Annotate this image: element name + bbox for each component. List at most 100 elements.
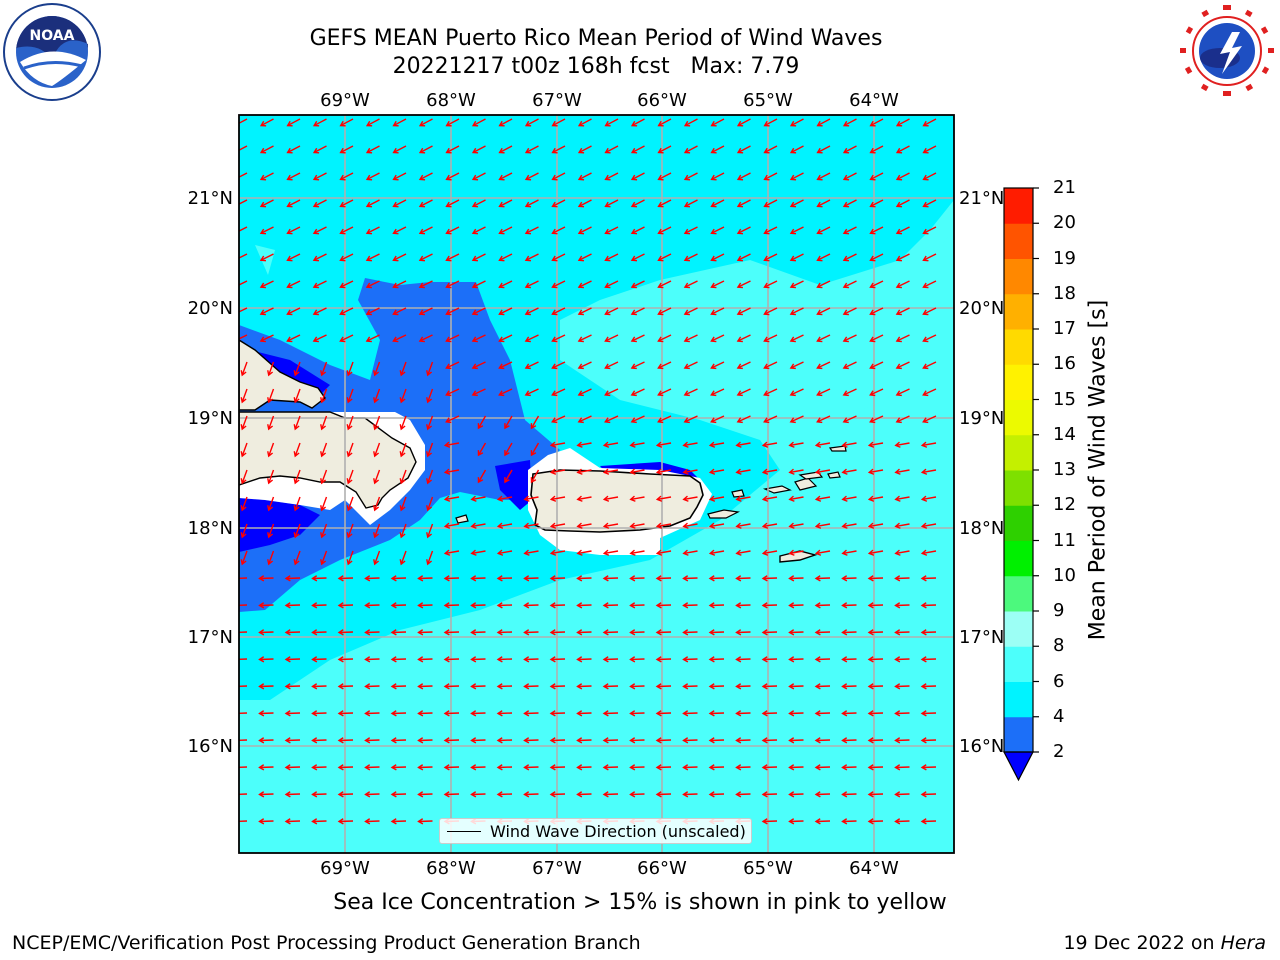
wave-direction-arrowhead [736, 147, 744, 154]
wave-direction-arrow [764, 118, 778, 127]
wave-direction-arrowhead [657, 255, 664, 262]
wave-direction-arrow [530, 469, 540, 483]
wave-direction-arrowhead [763, 282, 770, 289]
wave-direction-arrowhead [417, 737, 424, 744]
wave-direction-arrowhead [761, 468, 769, 475]
wave-direction-arrow [374, 496, 381, 511]
colorbar-segment [1004, 223, 1033, 259]
wave-direction-arrow [552, 361, 566, 369]
wave-direction-arrow [313, 253, 327, 261]
wave-direction-arrowhead [311, 656, 318, 663]
wave-direction-arrowhead [867, 710, 874, 717]
wave-direction-arrow [321, 361, 328, 376]
wave-direction-arrow [737, 145, 751, 154]
wave-direction-arrow [524, 496, 539, 501]
wave-direction-arrowhead [682, 791, 689, 798]
wave-direction-arrow [347, 469, 354, 484]
wave-direction-arrowhead [869, 417, 876, 424]
wave-direction-arrow [524, 550, 539, 555]
wave-direction-arrow [472, 307, 486, 315]
wave-direction-arrowhead [841, 710, 848, 717]
wave-direction-arrowhead [683, 147, 691, 154]
wave-direction-arrowhead [399, 451, 406, 458]
wave-direction-arrowhead [496, 629, 503, 636]
lon-label-top: 69°W [320, 90, 370, 111]
wave-direction-arrow [578, 172, 592, 181]
wave-direction-arrowhead [311, 629, 318, 636]
wave-direction-arrowhead [657, 390, 664, 397]
wave-direction-arrowhead [267, 370, 274, 377]
wave-direction-arrow [294, 496, 301, 511]
wave-direction-arrowhead [922, 390, 929, 397]
wave-direction-arrowhead [365, 228, 373, 235]
wave-direction-arrow [658, 172, 672, 181]
wave-direction-arrow [419, 307, 433, 315]
wave-direction-arrow [260, 280, 274, 288]
wave-direction-arrowhead [763, 174, 770, 181]
colorbar-segment [1004, 329, 1033, 365]
wave-direction-arrow [366, 199, 380, 207]
wave-direction-arrow [604, 442, 619, 447]
wave-direction-arrow [340, 145, 354, 154]
wave-direction-arrowhead [894, 441, 901, 448]
wave-direction-arrow [922, 442, 937, 447]
wave-direction-arrowhead [576, 737, 583, 744]
wave-direction-arrowhead [471, 390, 478, 397]
wave-direction-arrowhead [920, 710, 927, 717]
wave-direction-arrowhead [312, 255, 320, 262]
wave-direction-arrow [552, 280, 566, 288]
lon-label-bottom: 67°W [532, 858, 582, 879]
wave-direction-arrowhead [549, 468, 557, 475]
wave-direction-arrow [552, 172, 566, 181]
wave-direction-arrowhead [233, 711, 237, 716]
wave-direction-arrow [869, 496, 884, 501]
wave-direction-arrowhead [710, 282, 717, 289]
land-st-thomas [762, 485, 792, 494]
wave-direction-arrow [605, 307, 619, 315]
wave-direction-arrowhead [346, 424, 353, 431]
wave-direction-arrowhead [399, 478, 406, 485]
wave-direction-arrow [525, 388, 539, 396]
wave-direction-arrowhead [842, 147, 850, 154]
colorbar-segment [1004, 716, 1033, 753]
wave-direction-arrowhead [426, 424, 433, 431]
wave-direction-arrow [817, 145, 831, 154]
wave-direction-arrowhead [417, 683, 424, 690]
wave-direction-arrowhead [894, 818, 901, 825]
wave-direction-arrow [870, 226, 884, 234]
wave-direction-arrow [631, 361, 645, 369]
wave-direction-arrowhead [788, 602, 795, 609]
wave-direction-arrow [843, 388, 857, 396]
lat-label-right: 19°N [959, 408, 1004, 429]
wave-direction-arrow [260, 172, 274, 181]
wave-direction-arrowhead [920, 522, 928, 529]
wave-direction-arrowhead [657, 201, 664, 208]
wave-direction-arrowhead [365, 282, 372, 289]
wave-direction-arrow [604, 415, 619, 423]
wave-direction-arrowhead [789, 255, 797, 262]
wave-direction-arrow [737, 253, 751, 261]
wave-direction-arrowhead [267, 478, 274, 485]
wave-direction-arrow [711, 307, 725, 315]
wave-direction-arrow [658, 199, 672, 207]
wave-direction-arrowhead [602, 629, 609, 636]
wave-direction-arrowhead [496, 683, 503, 690]
wave-direction-arrowhead [399, 397, 406, 404]
wave-direction-arrowhead [233, 738, 237, 743]
wave-direction-arrowhead [629, 602, 636, 609]
wave-direction-arrowhead [920, 629, 927, 636]
wave-direction-arrowhead [390, 710, 397, 717]
wave-direction-arrowhead [426, 559, 433, 566]
wave-direction-arrowhead [657, 336, 664, 343]
wave-direction-arrow [923, 226, 937, 234]
wave-direction-arrowhead [763, 201, 770, 208]
wave-direction-arrow [763, 469, 778, 474]
wave-direction-arrow [630, 469, 645, 474]
wave-direction-arrowhead [390, 737, 397, 744]
wave-direction-arrowhead [339, 255, 346, 262]
wave-direction-arrowhead [339, 309, 346, 316]
colorbar [1003, 187, 1039, 782]
wave-direction-arrow [923, 172, 937, 181]
wave-direction-arrow [499, 280, 513, 288]
wave-direction-arrowhead [445, 228, 452, 235]
